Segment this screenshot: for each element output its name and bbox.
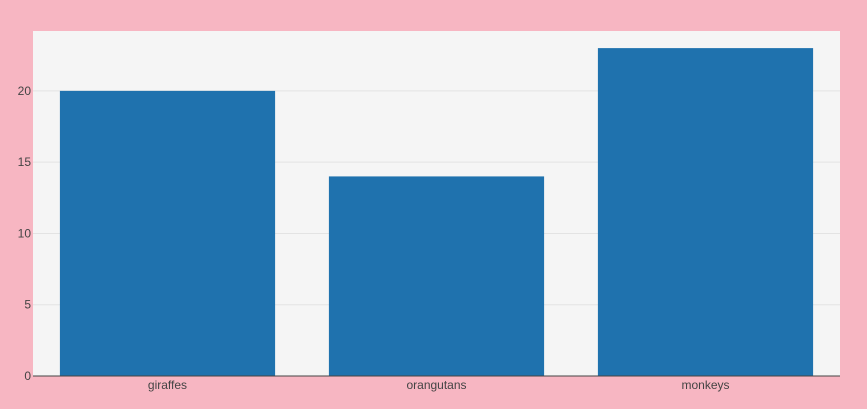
y-tick-label: 0 <box>24 369 31 383</box>
y-tick-label: 5 <box>24 298 31 312</box>
bar-orangutans[interactable] <box>328 176 545 376</box>
x-tick-label: orangutans <box>406 378 466 392</box>
x-tick-label: monkeys <box>681 378 729 392</box>
bar-giraffes[interactable] <box>59 90 276 376</box>
y-tick-label: 20 <box>18 84 32 98</box>
bars <box>59 48 814 377</box>
y-tick-label: 15 <box>18 155 32 169</box>
y-tick-label: 10 <box>18 226 32 240</box>
x-axis-ticks: giraffes orangutans monkeys <box>148 378 730 392</box>
bar-monkeys[interactable] <box>597 48 814 377</box>
y-axis-ticks: 0 5 10 15 20 <box>18 84 32 383</box>
x-tick-label: giraffes <box>148 378 187 392</box>
